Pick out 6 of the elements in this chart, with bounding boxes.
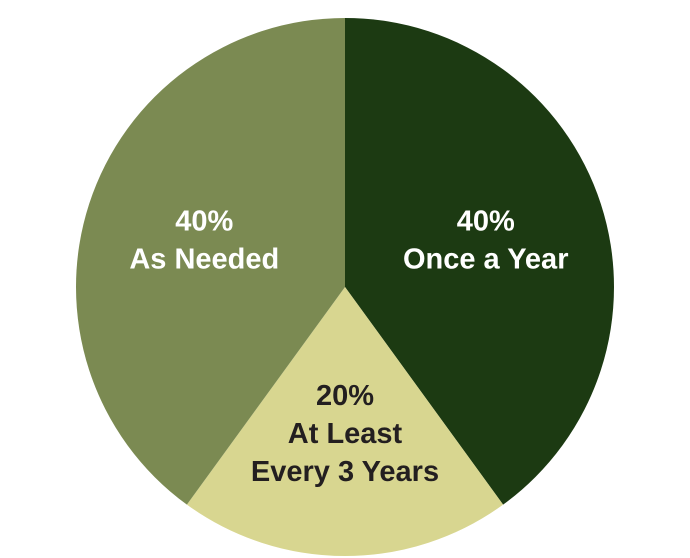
data-label: 40% [175, 205, 234, 238]
slice-label: At Least Every 3 Years [250, 418, 440, 488]
data-label: 20% [316, 380, 374, 412]
data-label: 40% [456, 205, 515, 238]
slice-label: Once a Year [402, 243, 568, 276]
slice-label: As Needed [129, 243, 280, 276]
